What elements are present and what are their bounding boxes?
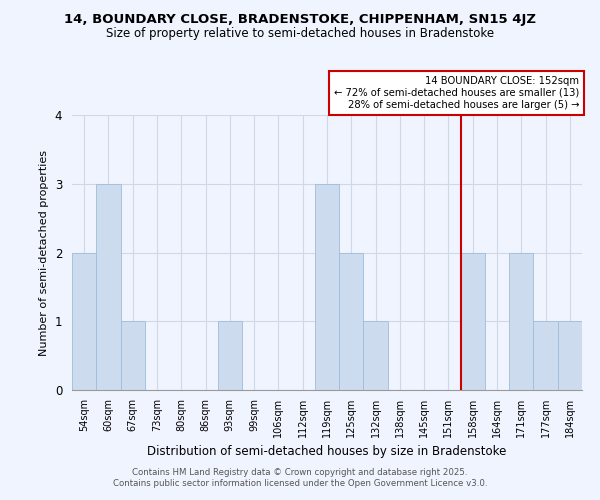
Bar [218, 322, 242, 390]
X-axis label: Distribution of semi-detached houses by size in Bradenstoke: Distribution of semi-detached houses by … [148, 446, 506, 458]
Bar [72, 252, 96, 390]
Bar [558, 322, 582, 390]
Text: 14 BOUNDARY CLOSE: 152sqm
← 72% of semi-detached houses are smaller (13)
28% of : 14 BOUNDARY CLOSE: 152sqm ← 72% of semi-… [334, 76, 580, 110]
Bar [339, 252, 364, 390]
Bar [96, 184, 121, 390]
Bar [533, 322, 558, 390]
Bar [461, 252, 485, 390]
Text: Size of property relative to semi-detached houses in Bradenstoke: Size of property relative to semi-detach… [106, 28, 494, 40]
Y-axis label: Number of semi-detached properties: Number of semi-detached properties [39, 150, 49, 356]
Text: Contains HM Land Registry data © Crown copyright and database right 2025.
Contai: Contains HM Land Registry data © Crown c… [113, 468, 487, 487]
Bar [364, 322, 388, 390]
Bar [121, 322, 145, 390]
Bar [315, 184, 339, 390]
Text: 14, BOUNDARY CLOSE, BRADENSTOKE, CHIPPENHAM, SN15 4JZ: 14, BOUNDARY CLOSE, BRADENSTOKE, CHIPPEN… [64, 12, 536, 26]
Bar [509, 252, 533, 390]
